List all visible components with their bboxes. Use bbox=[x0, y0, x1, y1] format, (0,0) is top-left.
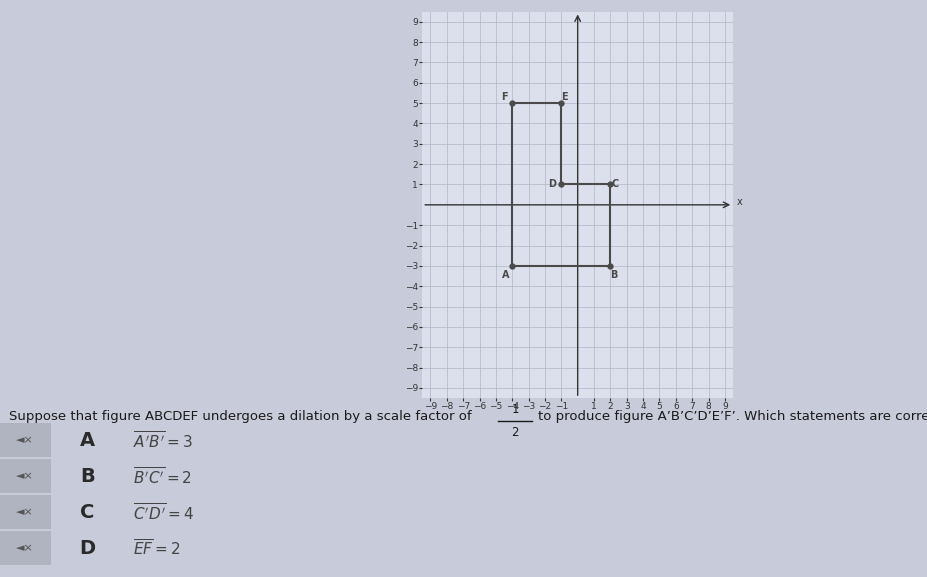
Text: C: C bbox=[611, 179, 618, 189]
Text: ◄×: ◄× bbox=[16, 507, 33, 517]
Text: $\overline{A'B'} = 3$: $\overline{A'B'} = 3$ bbox=[133, 430, 193, 451]
Text: ◄×: ◄× bbox=[16, 435, 33, 445]
Text: D: D bbox=[548, 179, 555, 189]
Text: x: x bbox=[736, 197, 742, 207]
Text: 2: 2 bbox=[511, 426, 518, 439]
Bar bbox=[0, 459, 50, 493]
Text: Suppose that figure ABCDEF undergoes a dilation by a scale factor of: Suppose that figure ABCDEF undergoes a d… bbox=[9, 410, 472, 423]
Text: $\overline{EF} = 2$: $\overline{EF} = 2$ bbox=[133, 538, 180, 559]
Bar bbox=[0, 495, 50, 530]
Text: D: D bbox=[79, 539, 95, 558]
Text: F: F bbox=[501, 92, 507, 102]
Bar bbox=[0, 423, 50, 457]
Text: ◄×: ◄× bbox=[16, 544, 33, 553]
Text: B: B bbox=[609, 270, 616, 280]
Text: $\overline{B'C'} = 2$: $\overline{B'C'} = 2$ bbox=[133, 466, 192, 486]
Text: $\overline{C'D'} = 4$: $\overline{C'D'} = 4$ bbox=[133, 502, 194, 523]
Text: 1: 1 bbox=[511, 403, 518, 416]
Text: C: C bbox=[80, 503, 95, 522]
Text: E: E bbox=[561, 92, 567, 102]
Text: to produce figure A’B’C’D’E’F’. Which statements are correct?: to produce figure A’B’C’D’E’F’. Which st… bbox=[538, 410, 927, 423]
Bar bbox=[0, 531, 50, 565]
Text: ◄×: ◄× bbox=[16, 471, 33, 481]
Text: A: A bbox=[80, 430, 95, 449]
Text: A: A bbox=[502, 270, 509, 280]
Text: B: B bbox=[80, 467, 95, 486]
